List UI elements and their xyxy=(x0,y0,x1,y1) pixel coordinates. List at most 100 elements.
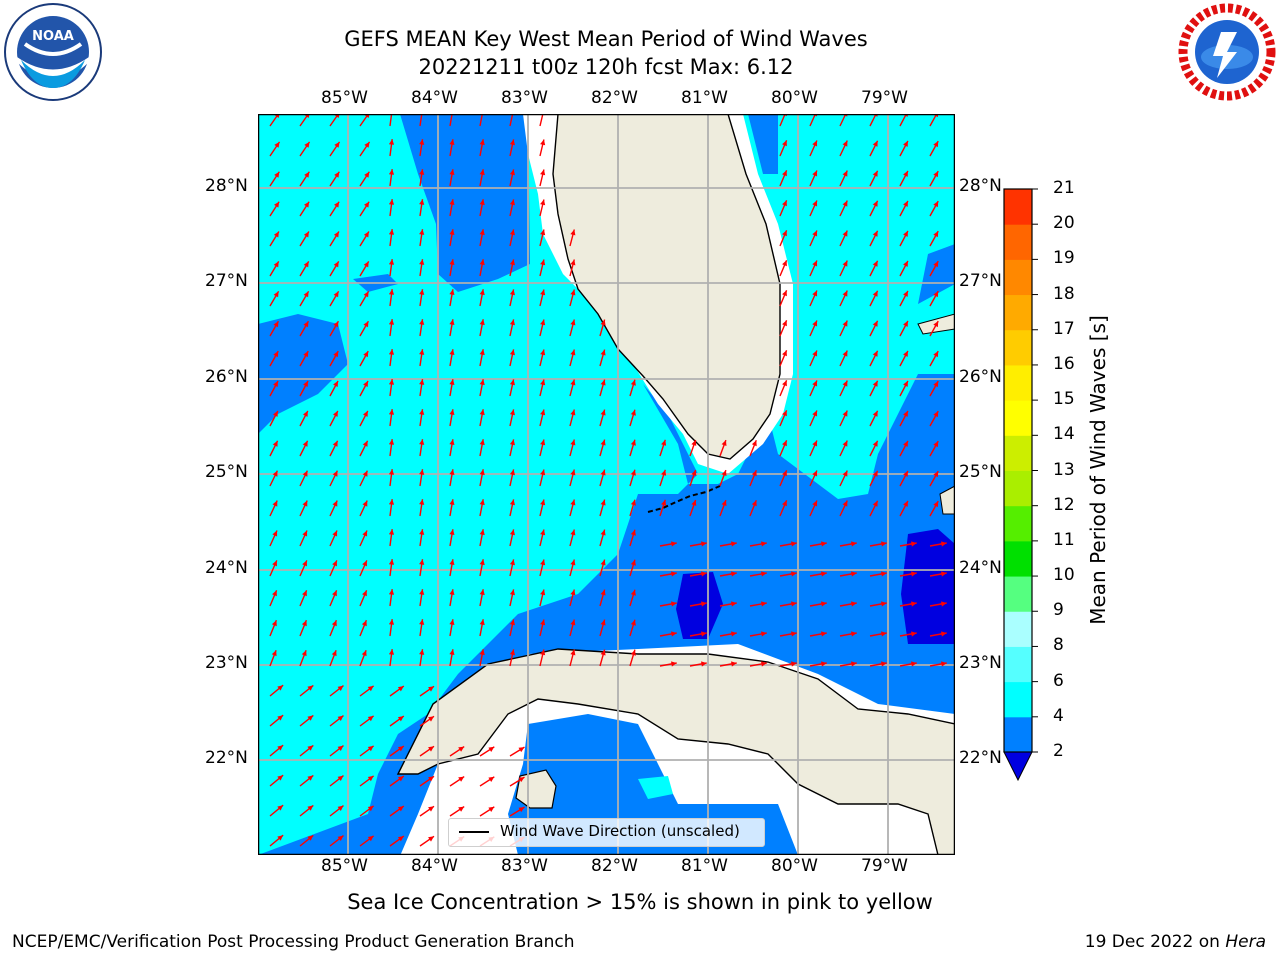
wind-arrow-head xyxy=(367,835,374,842)
wind-arrow-head xyxy=(911,541,917,547)
wind-arrow-head xyxy=(304,201,310,208)
wind-arrow-head xyxy=(842,380,848,387)
wind-arrow-head xyxy=(903,200,908,207)
colorbar-tick-label: 19 xyxy=(1053,248,1075,269)
wind-arrow-head xyxy=(388,139,395,145)
wind-arrow-head xyxy=(449,649,455,655)
wind-arrow-head xyxy=(419,319,425,325)
wind-arrow-head xyxy=(600,469,606,476)
wind-arrow xyxy=(389,114,393,127)
wind-arrow-head xyxy=(272,470,278,477)
wind-arrow-head xyxy=(842,470,848,477)
colorbar-tick-label: 13 xyxy=(1053,459,1075,480)
wind-arrow-head xyxy=(540,139,546,146)
wind-arrow-head xyxy=(903,170,908,177)
wind-arrow-head xyxy=(671,541,677,547)
wind-arrow-head xyxy=(540,529,546,536)
wind-arrow-head xyxy=(488,776,495,782)
wind-arrow-head xyxy=(419,349,425,355)
lon-label-top: 80°W xyxy=(771,88,818,108)
lon-label-bottom: 79°W xyxy=(861,856,908,876)
wind-arrow-head xyxy=(600,559,606,566)
wind-arrow xyxy=(539,114,544,127)
wind-arrow-head xyxy=(479,259,485,266)
colorbar-cell xyxy=(1004,646,1032,683)
wind-arrow-head xyxy=(388,319,395,325)
wind-arrow-head xyxy=(872,260,878,267)
wind-arrow-head xyxy=(337,775,344,781)
wind-arrow-head xyxy=(630,379,636,386)
wind-arrow xyxy=(869,114,877,127)
wind-arrow-head xyxy=(691,500,697,506)
wind-arrow-head xyxy=(449,229,455,235)
wind-arrow-head xyxy=(721,500,727,506)
wind-arrow-head xyxy=(277,745,284,751)
wind-arrow-head xyxy=(872,380,878,387)
wind-arrow-head xyxy=(272,560,277,567)
wind-arrow-head xyxy=(782,200,787,207)
wind-arrow-head xyxy=(630,649,636,656)
wind-arrow-head xyxy=(812,140,818,147)
wind-arrow-head xyxy=(458,806,465,812)
footer-date: 19 Dec 2022 on Hera xyxy=(1085,932,1266,952)
wind-arrow-head xyxy=(872,350,878,357)
wind-arrow-head xyxy=(397,806,404,812)
wind-arrow-head xyxy=(630,529,636,536)
wind-arrow-head xyxy=(509,199,515,206)
wind-arrow-head xyxy=(540,439,546,446)
wind-arrow-head xyxy=(933,261,939,268)
wind-arrow-head xyxy=(479,199,485,206)
footer-host: Hera xyxy=(1225,932,1266,952)
wind-arrow-head xyxy=(691,440,697,446)
wind-arrow-head xyxy=(791,541,797,547)
colorbar-tick-label: 14 xyxy=(1053,424,1075,445)
wind-arrow-head xyxy=(307,835,314,841)
legend-line-marker xyxy=(459,831,489,833)
wind-arrow-head xyxy=(540,349,546,356)
wind-arrow-head xyxy=(363,321,369,328)
wind-arrow-head xyxy=(911,661,917,667)
wind-arrow-head xyxy=(509,409,515,416)
wind-arrow-head xyxy=(332,440,338,447)
wind-arrow-head xyxy=(540,559,546,566)
wind-arrow-head xyxy=(761,541,767,547)
wind-arrow-head xyxy=(842,440,848,447)
wind-arrow-head xyxy=(367,715,374,722)
wind-arrow-head xyxy=(458,746,465,752)
wind-arrow-head xyxy=(302,560,307,567)
wind-arrow-head xyxy=(388,559,395,565)
chart-title: GEFS MEAN Key West Mean Period of Wind W… xyxy=(344,27,868,51)
wind-arrow-head xyxy=(449,619,455,625)
wind-arrow-head xyxy=(419,169,425,175)
wind-arrow-head xyxy=(479,409,485,416)
wind-arrow-head xyxy=(872,470,878,477)
wind-arrow-head xyxy=(449,559,455,565)
wind-arrow-head xyxy=(782,410,787,417)
colorbar-tick-label: 11 xyxy=(1053,529,1075,550)
legend-label: Wind Wave Direction (unscaled) xyxy=(500,822,740,840)
wind-arrow-head xyxy=(751,440,757,447)
wind-arrow-head xyxy=(273,410,278,417)
wind-arrow-head xyxy=(307,775,314,781)
wind-arrow-head xyxy=(812,500,818,507)
colorbar-tick-label: 9 xyxy=(1053,600,1064,621)
wind-arrow-head xyxy=(509,289,515,296)
wind-arrow-head xyxy=(337,745,344,751)
wind-arrow-head xyxy=(782,320,787,327)
wind-arrow-head xyxy=(419,499,425,505)
wind-arrow-head xyxy=(419,229,425,235)
wind-arrow-head xyxy=(933,441,939,448)
wind-arrow-head xyxy=(791,571,797,577)
wind-arrow-head xyxy=(388,439,395,445)
lon-label-top: 83°W xyxy=(501,88,548,108)
wind-arrow-head xyxy=(509,379,515,386)
wind-arrow-head xyxy=(363,351,369,358)
wind-arrow-head xyxy=(388,619,395,625)
lat-label-left: 22°N xyxy=(205,748,248,768)
wind-arrow-head xyxy=(630,589,636,596)
colorbar-cell xyxy=(1004,505,1032,542)
wind-arrow-head xyxy=(419,589,425,595)
wind-arrow-head xyxy=(600,439,606,446)
wind-arrow-head xyxy=(842,320,848,327)
colorbar-tick-label: 8 xyxy=(1053,635,1064,656)
